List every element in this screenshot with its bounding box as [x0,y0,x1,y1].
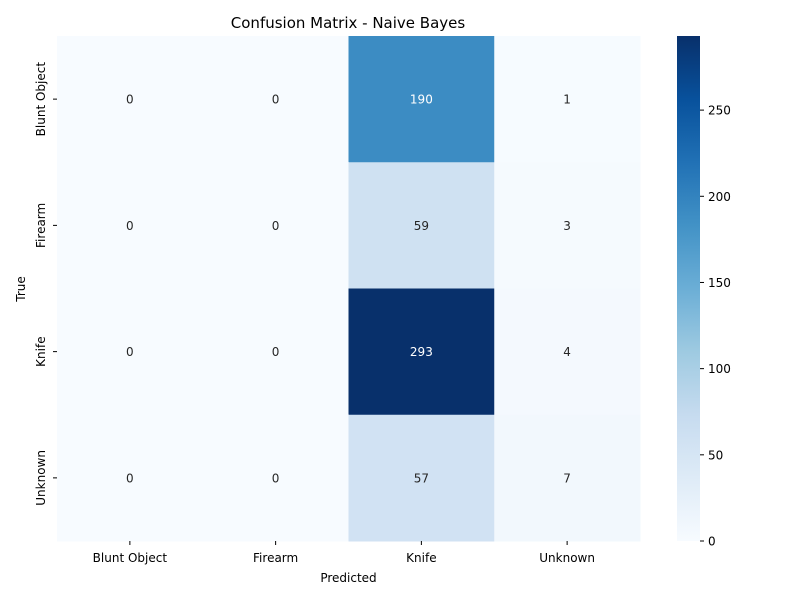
y-tick-label: Blunt Object [34,62,48,137]
heatmap-cell [202,162,349,289]
cell-value-label: 0 [272,345,280,359]
heatmap-cell-labels: 0 0 190 1 0 0 59 3 0 0 293 4 0 0 57 7 [126,93,571,486]
x-tick-label: Firearm [253,551,298,565]
cell-value-label: 59 [414,219,429,233]
cell-value-label: 0 [272,219,280,233]
heatmap-cell [494,414,641,542]
heatmap-cell [202,36,349,163]
cell-value-label: 4 [563,345,571,359]
chart-title: Confusion Matrix - Naive Bayes [231,14,466,32]
colorbar-tick-label: 200 [708,190,731,204]
cell-value-label: 0 [272,471,280,485]
x-tick-label: Knife [406,551,436,565]
cell-value-label: 190 [410,93,433,107]
heatmap-cells [57,36,641,542]
heatmap-cell [494,288,641,416]
cell-value-label: 3 [563,219,571,233]
y-tick-label: Knife [34,336,48,366]
colorbar-tick-label: 150 [708,276,731,290]
colorbar-tick-label: 50 [708,448,723,462]
heatmap-cell [57,162,204,289]
cell-value-label: 0 [126,93,134,107]
colorbar-tick-label: 100 [708,362,731,376]
y-tick-label: Firearm [34,203,48,248]
heatmap-cell [348,288,495,416]
heatmap-cell [57,288,204,416]
heatmap-cell [348,162,495,289]
cell-value-label: 57 [414,471,429,485]
cell-value-label: 7 [563,471,571,485]
heatmap-cell [494,162,641,289]
x-axis-label: Predicted [320,571,376,585]
y-axis-label: True [14,276,28,303]
cell-value-label: 0 [126,219,134,233]
cell-value-label: 293 [410,345,433,359]
heatmap-cell [57,36,204,163]
heatmap-cell [348,414,495,542]
cell-value-label: 1 [563,93,571,107]
heatmap-cell [57,414,204,542]
x-axis-ticks: Blunt Object Firearm Knife Unknown [93,541,595,565]
y-tick-label: Unknown [34,450,48,506]
colorbar-tick-label: 250 [708,104,731,118]
colorbar-tick-label: 0 [708,535,716,549]
x-tick-label: Unknown [539,551,595,565]
heatmap-cell [494,36,641,163]
colorbar-ticks: 0 50 100 150 200 250 [700,104,731,549]
x-tick-label: Blunt Object [93,551,168,565]
y-axis-ticks: Blunt Object Firearm Knife Unknown [34,62,57,506]
colorbar [677,36,700,541]
cell-value-label: 0 [272,93,280,107]
heatmap-cell [202,288,349,416]
cell-value-label: 0 [126,345,134,359]
heatmap-cell [202,414,349,542]
cell-value-label: 0 [126,471,134,485]
heatmap-cell [348,36,495,163]
